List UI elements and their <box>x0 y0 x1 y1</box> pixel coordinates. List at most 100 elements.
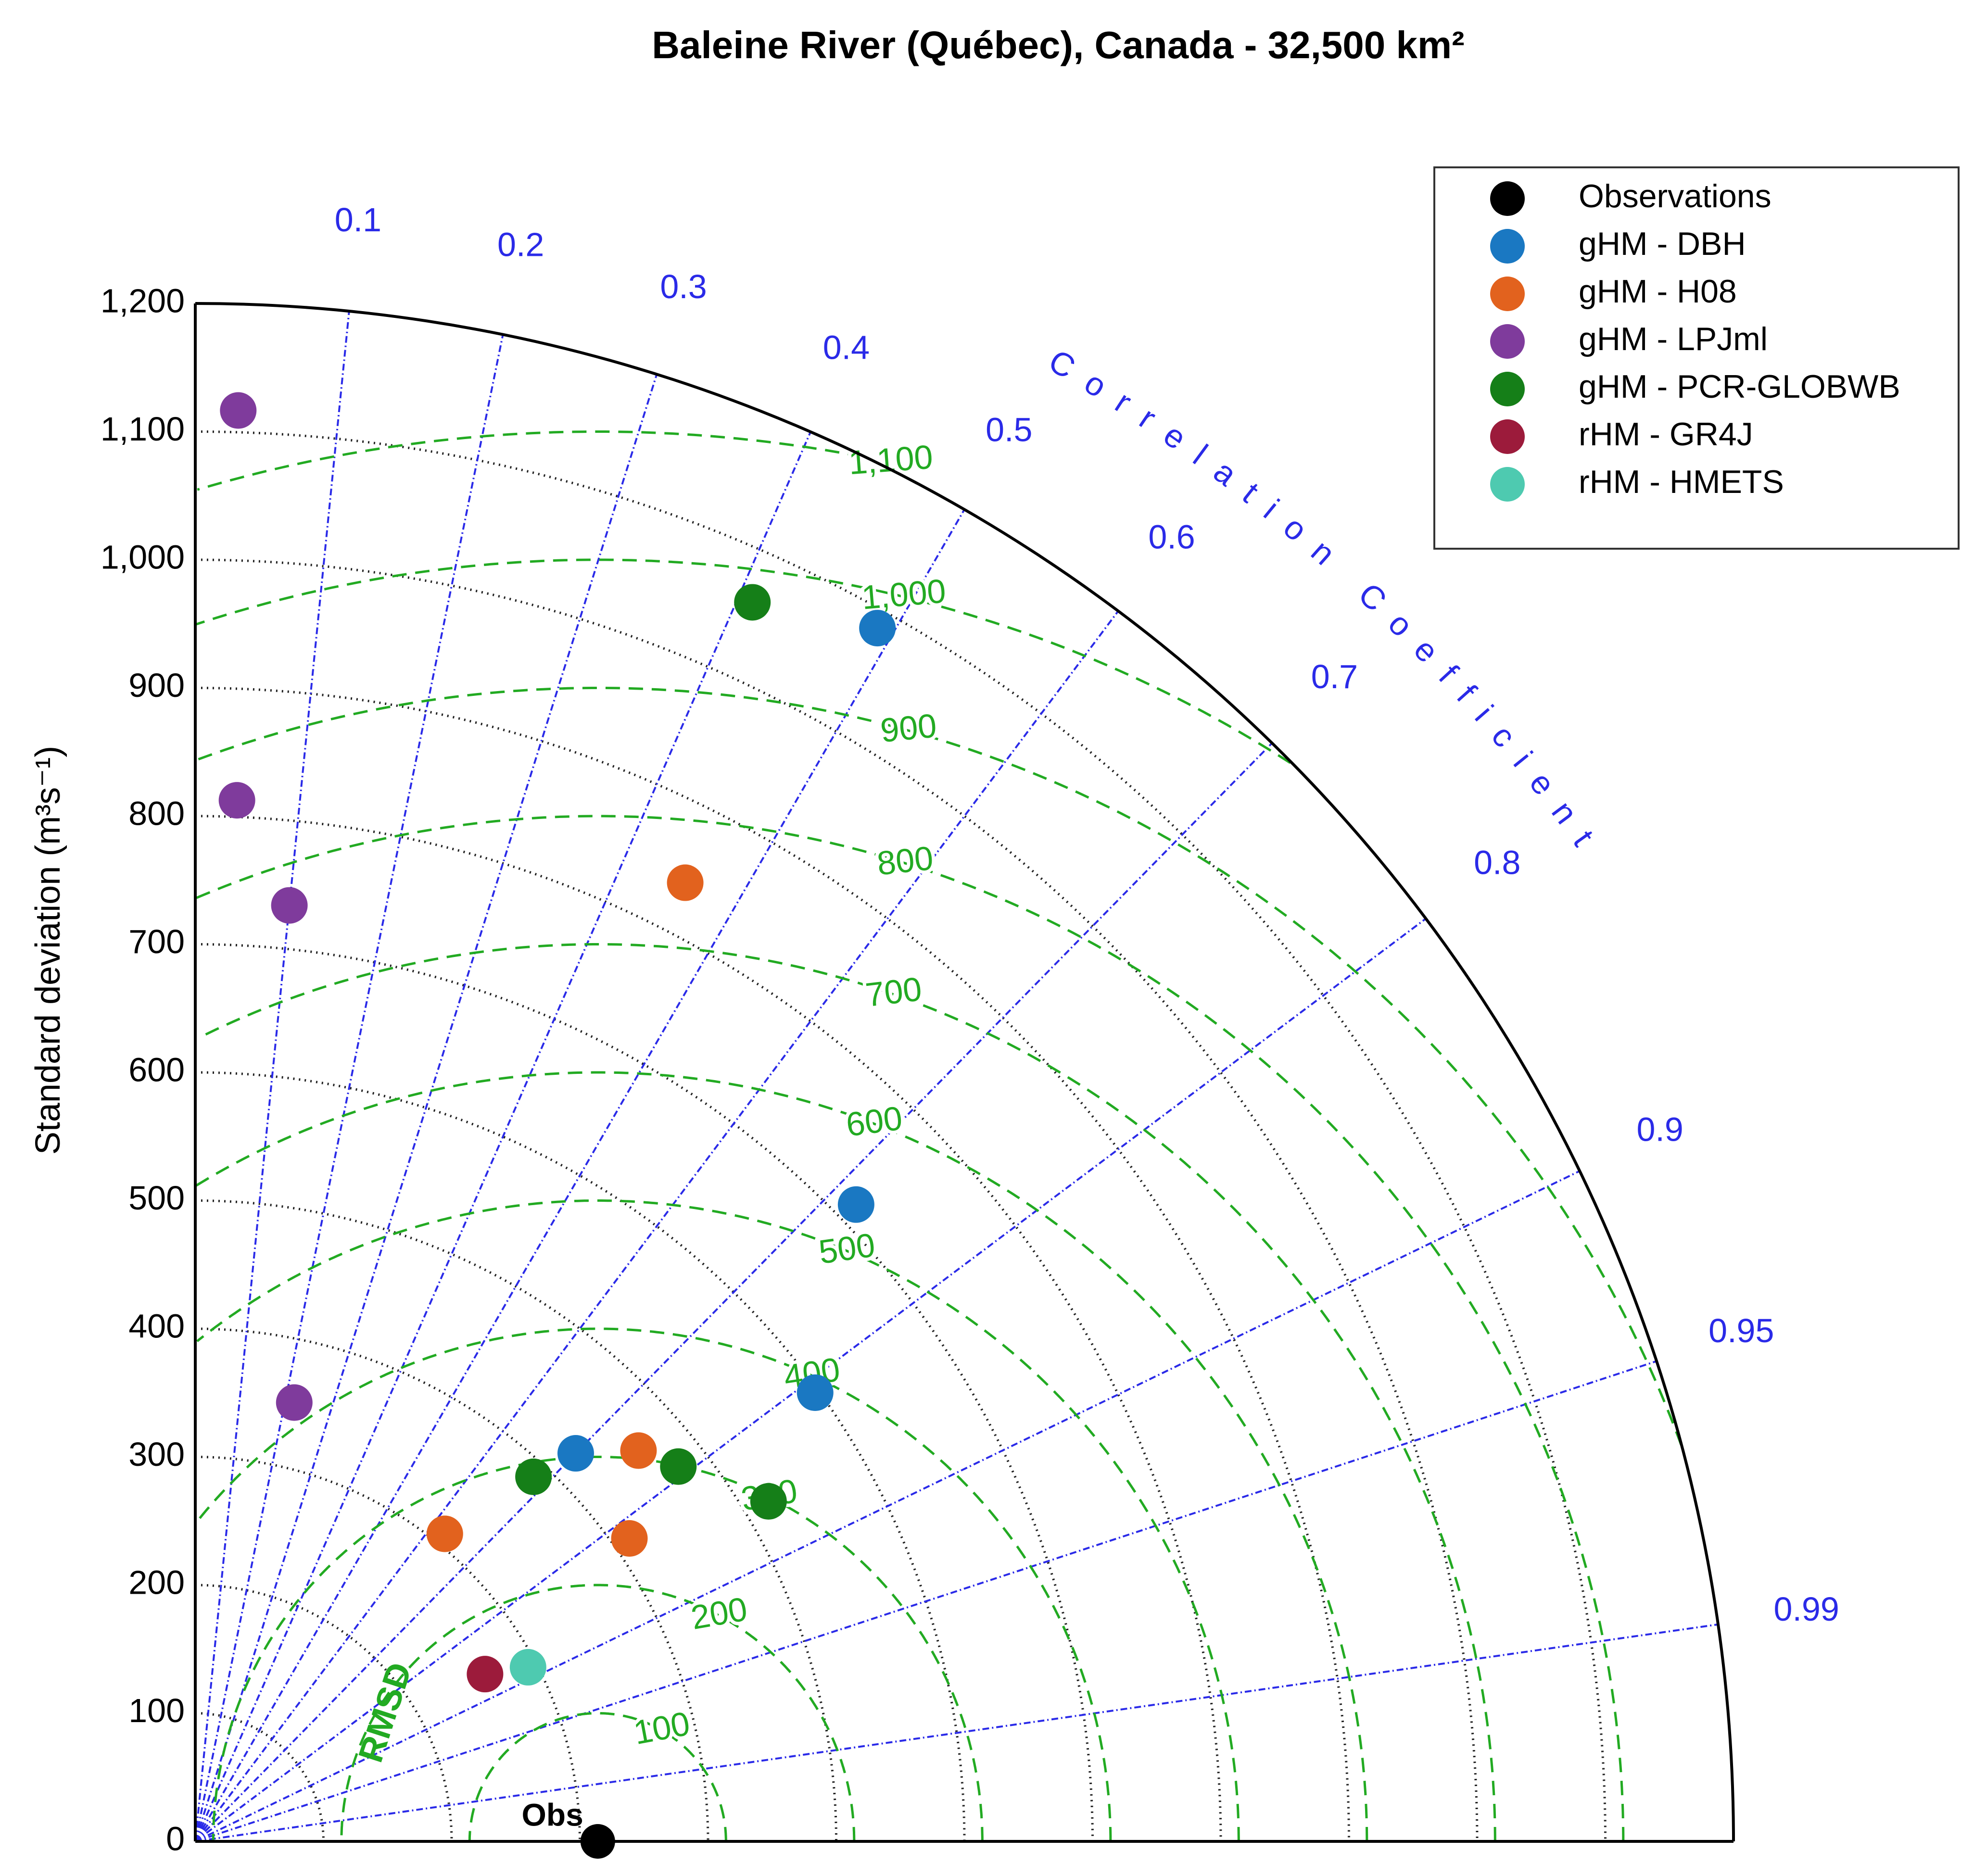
model-point <box>276 1384 313 1421</box>
corr-grid-line <box>194 742 1273 1842</box>
corr-tick-label: 0.3 <box>660 268 707 305</box>
rmsd-arc <box>468 1712 727 1841</box>
rmsd-arc <box>197 430 862 491</box>
legend-marker <box>1490 181 1525 216</box>
model-point <box>515 1458 552 1495</box>
rmsd-arc <box>195 1071 1368 1841</box>
y-tick-label: 700 <box>128 923 185 960</box>
corr-tick-label: 0.95 <box>1708 1312 1774 1349</box>
legend-marker <box>1490 324 1525 359</box>
legend-label: gHM - PCR-GLOBWB <box>1579 368 1900 405</box>
rmsd-tick-label: 700 <box>863 970 924 1014</box>
legend-label: gHM - DBH <box>1579 226 1746 262</box>
rmsd-tick-label: 800 <box>875 839 935 882</box>
legend-marker <box>1490 467 1525 502</box>
corr-tick-label: 0.8 <box>1474 844 1520 881</box>
corr-grid-line <box>194 610 1119 1842</box>
std-grid-arc <box>195 1712 325 1842</box>
y-tick-label: 100 <box>128 1692 185 1729</box>
std-grid-arc <box>195 1327 709 1842</box>
corr-grid-line <box>194 431 812 1842</box>
y-tick-label: 400 <box>128 1307 185 1345</box>
corr-grid-line <box>194 334 504 1842</box>
model-point <box>859 610 896 647</box>
corr-tick-label: 0.99 <box>1774 1590 1839 1628</box>
model-point <box>426 1515 463 1552</box>
std-grid-arc <box>195 815 1222 1842</box>
model-point <box>467 1656 504 1693</box>
std-grid-arc <box>195 1071 966 1842</box>
model-point <box>660 1448 697 1485</box>
rmsd-arc <box>196 1199 1240 1841</box>
corr-tick-label: 0.6 <box>1148 518 1195 556</box>
legend-marker <box>1490 229 1525 264</box>
model-point <box>611 1520 648 1557</box>
std-grid-arc <box>195 943 1094 1842</box>
rmsd-tick-label: 900 <box>879 706 938 749</box>
model-point <box>837 1186 874 1223</box>
corr-grid-line <box>194 374 658 1842</box>
corr-grid-line <box>195 1360 1657 1842</box>
corr-tick-label: 0.2 <box>497 226 544 263</box>
y-tick-label: 900 <box>128 667 185 704</box>
observation-point <box>580 1824 615 1859</box>
corr-grid-line <box>195 1623 1719 1842</box>
y-tick-label: 1,100 <box>101 410 185 448</box>
model-point <box>667 864 704 901</box>
y-tick-label: 200 <box>128 1563 185 1601</box>
rmsd-axis-title: RMSD <box>351 1658 419 1767</box>
rmsd-tick-label: 500 <box>816 1226 877 1271</box>
std-grid-arc <box>195 687 1350 1842</box>
rmsd-arc <box>195 687 1683 1446</box>
y-tick-label: 300 <box>128 1435 185 1473</box>
legend-marker <box>1490 419 1525 454</box>
corr-tick-label: 0.5 <box>986 411 1032 448</box>
chart-title: Baleine River (Québec), Canada - 32,500 … <box>652 24 1465 66</box>
rmsd-arc <box>340 1584 856 1841</box>
model-point <box>797 1374 834 1411</box>
obs-label: Obs <box>521 1797 583 1832</box>
corr-tick-label: 0.4 <box>823 328 870 366</box>
y-axis-title: Standard deviation (m³s⁻¹) <box>29 746 67 1155</box>
std-grid-arc <box>195 1199 837 1842</box>
y-tick-label: 800 <box>128 794 185 832</box>
y-tick-label: 0 <box>166 1820 185 1857</box>
y-tick-label: 1,200 <box>101 282 185 319</box>
legend-label: rHM - HMETS <box>1579 464 1784 500</box>
rmsd-arc <box>212 1456 984 1841</box>
legend-label: gHM - H08 <box>1579 273 1737 310</box>
corr-tick-label: 0.7 <box>1311 658 1358 695</box>
legend-label: Observations <box>1579 178 1772 214</box>
legend-marker <box>1490 277 1525 311</box>
rmsd-arc <box>195 1327 1112 1841</box>
corr-tick-label: 0.1 <box>335 201 381 239</box>
model-point <box>557 1435 594 1472</box>
corr-grid-line <box>194 311 350 1842</box>
model-point <box>271 887 308 924</box>
model-point <box>750 1483 787 1520</box>
std-grid-arc <box>195 558 1479 1842</box>
y-tick-label: 500 <box>128 1179 185 1217</box>
model-point <box>220 392 257 429</box>
rmsd-arc <box>195 558 1291 764</box>
corr-grid-line <box>194 509 965 1842</box>
std-grid-arc <box>195 1456 581 1842</box>
rmsd-tick-label: 600 <box>844 1099 905 1143</box>
legend-label: rHM - GR4J <box>1579 416 1753 453</box>
rmsd-tick-label: 1,000 <box>860 572 947 616</box>
corr-grid-line <box>195 1170 1581 1842</box>
model-point <box>509 1649 546 1686</box>
corr-tick-label: 0.9 <box>1636 1111 1683 1148</box>
legend-label: gHM - LPJml <box>1579 321 1768 357</box>
y-tick-label: 600 <box>128 1051 185 1088</box>
outer-arc <box>195 302 1735 1842</box>
rmsd-tick-label: 100 <box>631 1704 693 1751</box>
rmsd-tick-label: 1,100 <box>848 438 934 482</box>
rmsd-arc <box>195 815 1625 1841</box>
std-grid-arc <box>195 1584 453 1842</box>
rmsd-tick-label: 200 <box>688 1590 750 1637</box>
model-point <box>620 1432 657 1469</box>
rmsd-arc <box>198 943 1496 1841</box>
